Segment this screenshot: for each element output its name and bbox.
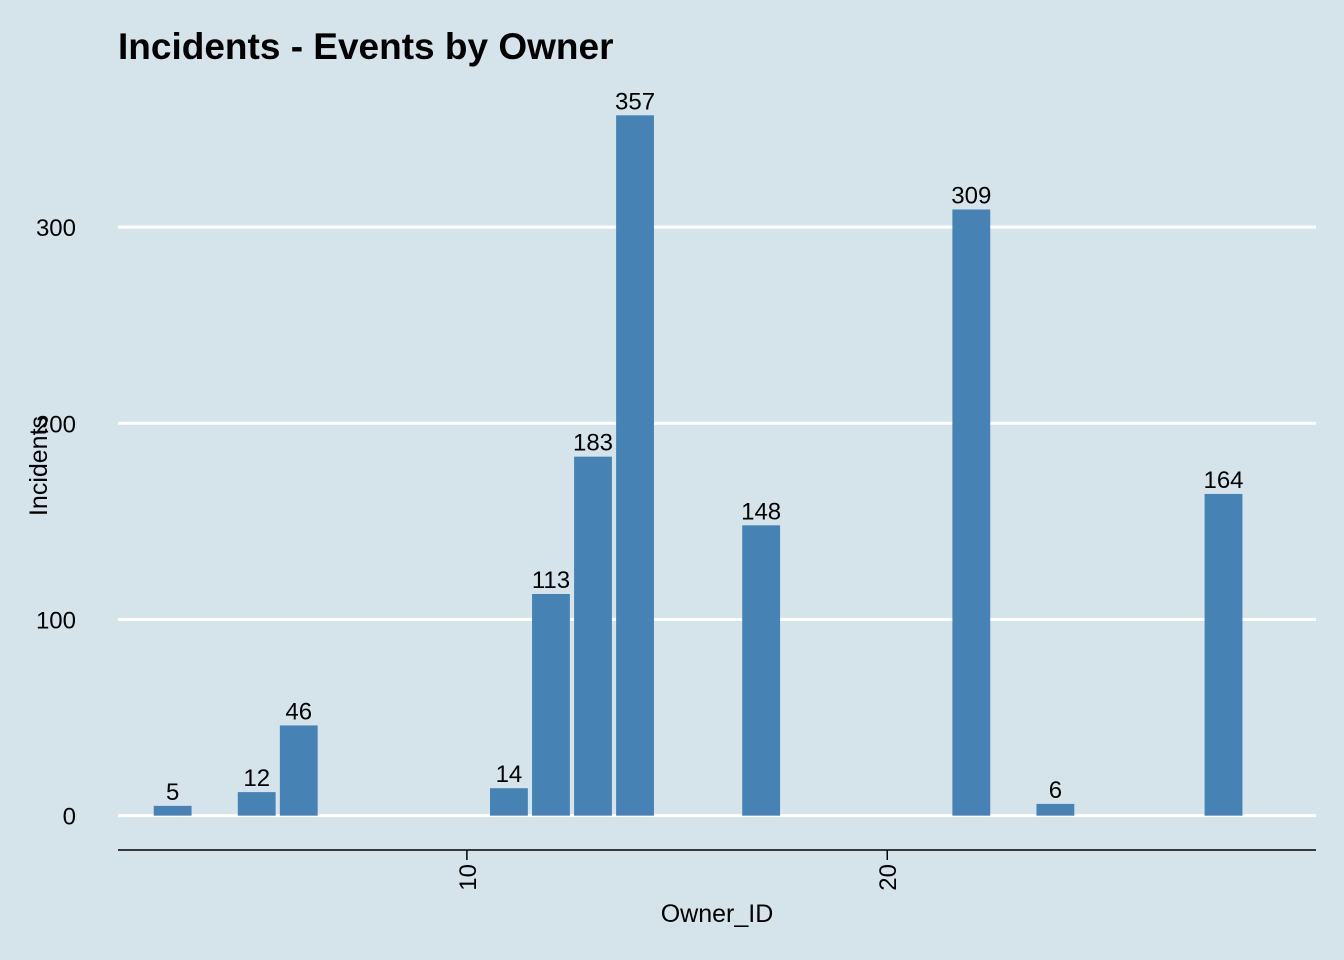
y-tick-label: 0 (63, 804, 76, 831)
bars (153, 115, 1243, 816)
y-tick-label: 300 (36, 215, 76, 242)
axes: 0 100 200 300 10 20 (36, 215, 1316, 891)
bar (1036, 803, 1075, 816)
bar-value-label: 46 (285, 698, 312, 725)
chart-title: Incidents - Events by Owner (118, 26, 614, 67)
bar (952, 209, 991, 816)
bar-value-label: 357 (615, 88, 655, 115)
bar-value-label: 12 (243, 765, 270, 792)
bar-value-label: 164 (1203, 467, 1243, 494)
bar (532, 593, 570, 816)
y-tick-label: 200 (36, 411, 76, 438)
x-tick-label: 10 (455, 864, 482, 891)
bar (1204, 493, 1243, 816)
bar (279, 725, 318, 816)
bar (153, 805, 192, 816)
bar-value-label: 113 (532, 567, 570, 594)
bar (742, 525, 781, 816)
bar-value-label: 148 (741, 498, 781, 525)
x-tick-label: 20 (875, 864, 902, 891)
bar-value-label: 309 (951, 182, 991, 209)
bar (237, 792, 276, 816)
y-axis-title: Incidents (25, 416, 53, 516)
bar-value-label: 6 (1049, 777, 1062, 804)
bar-value-label: 5 (166, 779, 179, 806)
x-axis-title: Owner_ID (661, 900, 774, 928)
bar-value-label: 14 (496, 761, 523, 788)
y-tick-label: 100 (36, 607, 76, 634)
bar (616, 115, 654, 816)
bar (574, 456, 612, 816)
bar-value-label: 183 (573, 430, 613, 457)
data-labels: 5 12 46 14 113 183 357 148 309 6 164 (166, 88, 1244, 806)
bar (490, 788, 528, 816)
